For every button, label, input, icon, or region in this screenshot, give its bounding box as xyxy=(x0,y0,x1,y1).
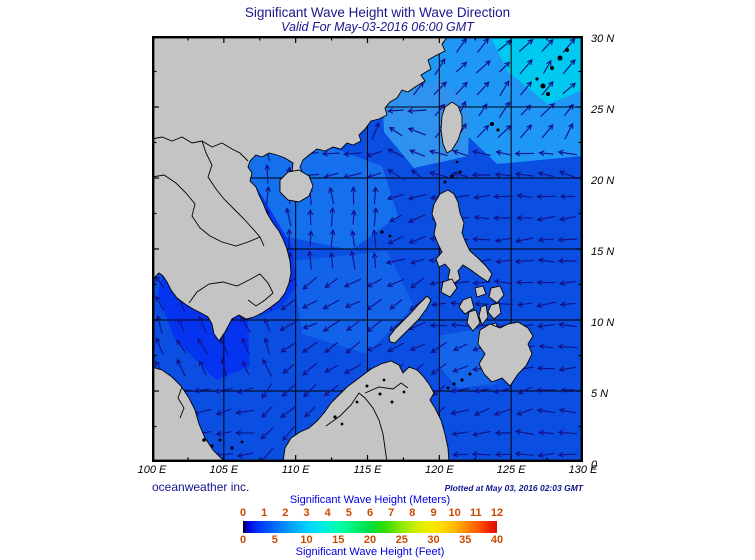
chart-valid-time: Valid For May-03-2016 06:00 GMT xyxy=(281,20,474,34)
colorbar-tick: 3 xyxy=(303,507,310,519)
colorbar-tick: 15 xyxy=(332,534,345,546)
lat-label: 15 N xyxy=(591,246,615,258)
colorbar-title-feet: Significant Wave Height (Feet) xyxy=(295,546,445,558)
lat-label: 5 N xyxy=(591,388,609,400)
lon-label: 110 E xyxy=(281,464,310,476)
colorbar-tick: 25 xyxy=(395,534,408,546)
lon-label: 115 E xyxy=(353,464,382,476)
colorbar-tick: 30 xyxy=(427,534,440,546)
lat-label: 0 xyxy=(591,459,598,471)
colorbar-tick: 4 xyxy=(324,507,331,519)
colorbar-tick: 10 xyxy=(300,534,313,546)
wave-map-canvas xyxy=(148,35,584,464)
lat-label: 20 N xyxy=(591,175,615,187)
colorbar-tick: 6 xyxy=(366,507,374,519)
colorbar-tick: 35 xyxy=(459,534,472,546)
colorbar-tick: 11 xyxy=(470,507,482,519)
colorbar-tick: 9 xyxy=(430,507,437,519)
colorbar-tick: 40 xyxy=(490,534,504,546)
credit-text: oceanweather inc. xyxy=(152,480,250,494)
colorbar-tick: 20 xyxy=(363,534,377,546)
colorbar-tick: 5 xyxy=(271,534,278,546)
colorbar-title-meters: Significant Wave Height (Meters) xyxy=(289,494,451,506)
lat-label: 10 N xyxy=(591,317,615,329)
map-figure xyxy=(148,35,584,464)
lon-label: 105 E xyxy=(209,464,239,476)
lon-label: 120 E xyxy=(424,464,454,476)
colorbar-tick: 8 xyxy=(409,507,416,519)
lat-label: 25 N xyxy=(591,104,615,116)
colorbar-tick: 12 xyxy=(490,507,504,519)
colorbar-tick: 0 xyxy=(239,534,247,546)
lat-label: 30 N xyxy=(591,33,615,45)
colorbar-tick: 10 xyxy=(448,507,461,519)
colorbar-tick: 1 xyxy=(261,507,268,519)
colorbar-tick: 7 xyxy=(388,507,395,519)
colorbar-ticks-meters: 0 1 2 3 4 5 6 7 8 9 10 11 12 xyxy=(239,507,503,519)
colorbar-tick: 0 xyxy=(239,507,247,519)
lon-label: 130 E xyxy=(568,464,598,476)
lon-label: 100 E xyxy=(137,464,167,476)
chart-title: Significant Wave Height with Wave Direct… xyxy=(244,5,511,20)
colorbar-tick: 5 xyxy=(345,507,352,519)
colorbar-ticks-feet: 0 5 10 15 20 25 30 35 40 xyxy=(239,534,503,546)
colorbar-gradient xyxy=(243,521,497,533)
colorbar-tick: 2 xyxy=(282,507,289,519)
plotted-timestamp: Plotted at May 03, 2016 02:03 GMT xyxy=(444,483,583,493)
lon-label: 125 E xyxy=(496,464,526,476)
